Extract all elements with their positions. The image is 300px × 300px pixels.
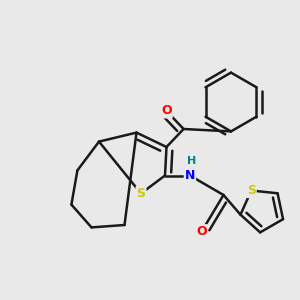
Text: O: O bbox=[196, 225, 207, 238]
Text: S: S bbox=[136, 187, 146, 200]
Text: H: H bbox=[188, 156, 196, 167]
Text: O: O bbox=[161, 104, 172, 118]
Text: N: N bbox=[185, 169, 195, 182]
Text: S: S bbox=[247, 184, 256, 197]
